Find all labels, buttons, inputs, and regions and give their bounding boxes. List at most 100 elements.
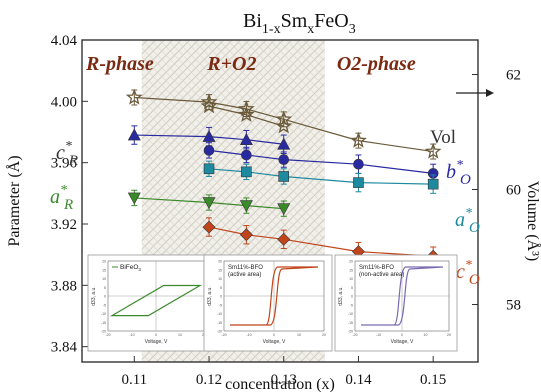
inset-loop (230, 266, 319, 326)
series-point-0 (277, 137, 291, 150)
series-label-3-sub: O (469, 220, 480, 236)
series-label-0-base: c (56, 142, 65, 164)
inset-xtick: 20 (322, 333, 326, 337)
phase-label-0: R-phase (85, 53, 154, 75)
phase-label-1: R+O2 (206, 53, 256, 75)
inset-ytick: -10 (217, 312, 222, 316)
series-label-2-base: b (446, 161, 456, 183)
inset-legend: Sm11%-BFO (228, 265, 263, 271)
phase-label-2: O2-phase (337, 53, 416, 75)
inset-frame (203, 254, 333, 352)
inset-ytick: -15 (348, 321, 353, 325)
series-point-5 (125, 88, 143, 105)
inset-ytick: 20 (218, 260, 222, 264)
inset-xtick: 10 (424, 333, 428, 337)
inset-xtick: 10 (178, 333, 182, 337)
x-tick-label: 0.14 (345, 372, 372, 388)
inset-frame (334, 254, 458, 352)
series-point-secondary-5 (238, 106, 255, 122)
series-label-5: Vol (430, 127, 456, 148)
series-point-2 (203, 163, 215, 175)
inset-ytick: 15 (349, 268, 353, 272)
inset-ytick: 0 (351, 295, 353, 299)
series-point-1 (241, 149, 252, 161)
inset-ytick: -10 (348, 312, 353, 316)
x-tick-label: 0.15 (420, 372, 446, 388)
y-tick-label: 3.84 (51, 340, 78, 356)
inset-ytick: 15 (218, 268, 222, 272)
inset-ytick: 5 (104, 286, 106, 290)
inset-1: 20 15 10 5 0 -5 -10 -15 -20-20 -10 0 10 20 Voltage, V… (203, 254, 333, 352)
vol-arrow-head (486, 89, 494, 97)
chart-title-sub1: 1-x (262, 22, 281, 37)
series-label-0-sup: * (65, 139, 72, 154)
inset-loop (109, 284, 203, 317)
y-tick-label: 3.96 (51, 156, 78, 172)
inset-sublegend: (non-active area) (359, 272, 404, 278)
inset-xtick: -10 (129, 333, 134, 337)
series-point-0 (239, 133, 253, 145)
inset-xtick: 20 (447, 333, 451, 337)
series-point-secondary-5 (275, 117, 293, 134)
chart-title-sub2: x (307, 22, 314, 37)
inset-xtick: -20 (105, 333, 110, 337)
series-point-5 (424, 142, 442, 159)
inset-loop (361, 266, 444, 326)
series-label-4-sup: * (465, 258, 472, 273)
inset-xtick: 10 (297, 333, 301, 337)
series-label-2-sub: O (460, 172, 471, 188)
series-label-4: c* O (456, 258, 480, 288)
x-axis-label: concentration (x) (225, 376, 335, 392)
inset-ytick: -5 (350, 303, 353, 307)
inset-ytick: 15 (102, 268, 106, 272)
series-label-0-sub: R (68, 153, 78, 169)
series-point-3 (277, 203, 291, 216)
series-label-4-base: c (456, 261, 465, 283)
x-tick-label: 0.13 (271, 372, 297, 388)
y-tick-label: 4.00 (51, 94, 77, 110)
inset-ytick: 10 (218, 277, 222, 281)
series-point-5 (275, 110, 293, 127)
series-point-2 (353, 177, 364, 188)
series-label-5-base: Vol (430, 127, 456, 148)
series-point-3 (202, 197, 216, 210)
inset-ytick: -20 (101, 330, 106, 334)
y-tick-label: 3.92 (51, 217, 77, 233)
series-label-0: c* R (56, 139, 78, 169)
series-label-3: a* O (455, 206, 480, 236)
series-label-2-sup: * (456, 158, 463, 173)
x-tick-label: 0.11 (121, 372, 147, 388)
series-point-5 (350, 131, 367, 148)
inset-ytick: 10 (349, 277, 353, 281)
series-point-2 (427, 178, 439, 190)
series-point-5 (237, 100, 255, 117)
inset-legend: BiFeO3 (120, 264, 141, 272)
y-axis-label: Parameter (Å) (5, 155, 23, 246)
series-point-3 (127, 192, 141, 205)
series-label-1: a* R (50, 183, 73, 213)
y-tick-label: 4.04 (51, 33, 78, 49)
inset-ytick: -5 (219, 303, 222, 307)
series-point-3 (239, 200, 253, 213)
inset-ytick: 0 (220, 295, 222, 299)
inset-legend-sub: 3 (138, 267, 141, 272)
inset-xtick: 0 (155, 333, 157, 337)
series-point-0 (127, 128, 141, 141)
inset-ytick: -15 (217, 321, 222, 325)
series-label-1-sub: R (63, 197, 73, 213)
inset-xtick: -10 (246, 333, 251, 337)
series-label-1-sup: * (60, 183, 67, 198)
inset-ytick: 10 (102, 277, 106, 281)
inset-ylabel: d33, a.u. (207, 286, 213, 305)
inset-xtick: -10 (376, 333, 381, 337)
series-point-1 (278, 154, 290, 165)
series-label-4-sub: O (469, 272, 480, 288)
series-line-5 (134, 96, 434, 153)
series-label-3-base: a (455, 209, 465, 231)
inset-xtick: -20 (352, 333, 357, 337)
inset-ylabel: d33, a.u. (338, 286, 344, 305)
